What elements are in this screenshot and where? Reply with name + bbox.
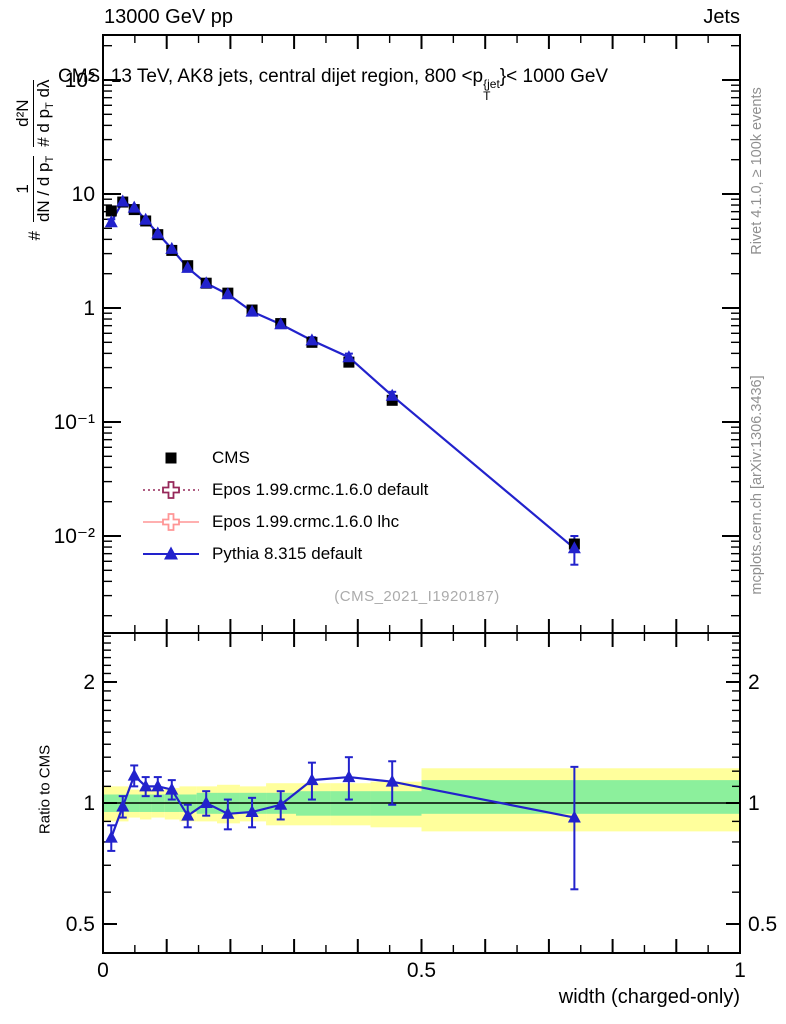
legend-label: Pythia 8.315 default [212, 544, 363, 563]
plot-title-post: }< 1000 GeV [499, 66, 609, 87]
legend-item-cms: CMS [142, 442, 428, 474]
pythia-triangle-icon [143, 546, 199, 560]
svg-text:1: 1 [83, 297, 95, 320]
svg-text:10⁻¹: 10⁻¹ [54, 411, 95, 434]
svg-text:1: 1 [83, 792, 95, 815]
ylabel-frac2-den: # d pT dλ [34, 79, 57, 147]
mcplots-attribution-note: mcplots.cern.ch [arXiv:1306.3436] [749, 375, 765, 595]
svg-text:0.5: 0.5 [748, 913, 777, 936]
plot-title-text: CMS, 13 TeV, AK8 jets, central dijet reg… [58, 66, 484, 87]
main-y-axis-label: # 1 dN / d pT d²N # d pT dλ [3, 10, 67, 310]
ylabel-frac1-num: 1 [12, 184, 32, 194]
axes-and-frames [102, 34, 741, 954]
legend-label: Epos 1.99.crmc.1.6.0 default [212, 480, 429, 499]
svg-text:10: 10 [72, 183, 95, 206]
ylabel-fraction-2: d²N # d pT dλ [12, 79, 57, 147]
process-label: Jets [703, 6, 740, 28]
svg-text:0.5: 0.5 [407, 959, 436, 982]
svg-text:1: 1 [748, 792, 760, 815]
svg-text:10⁻²: 10⁻² [54, 525, 95, 548]
cms-square-icon [165, 452, 177, 464]
ylabel-fraction-1: 1 dN / d pT [12, 155, 57, 223]
svg-text:0.5: 0.5 [66, 913, 95, 936]
ratio-y-axis-label: Ratio to CMS [36, 744, 54, 835]
svg-text:1: 1 [734, 959, 746, 982]
x-axis-label: width (charged-only) [558, 986, 740, 1008]
plot-title-supsub: {jet T [483, 78, 500, 102]
beam-energy-label: 13000 GeV pp [104, 6, 233, 28]
legend: CMS Epos 1.99.crmc.1.6.0 default Epos 1.… [142, 442, 428, 570]
epos-lhc-cross-icon [143, 513, 199, 531]
analysis-id-watermark: (CMS_2021_I1920187) [334, 588, 500, 605]
epos-default-cross-icon [143, 481, 199, 499]
legend-item-epos-lhc: Epos 1.99.crmc.1.6.0 lhc [142, 506, 428, 538]
plot-title-sup: {jet [483, 77, 500, 91]
svg-text:10²: 10² [65, 69, 95, 92]
legend-item-pythia: Pythia 8.315 default [142, 538, 428, 570]
ratio-panel-data [104, 756, 581, 891]
main-panel-data [104, 194, 581, 566]
svg-text:2: 2 [83, 671, 95, 694]
rivet-version-note: Rivet 4.1.0, ≥ 100k events [749, 87, 765, 255]
legend-label: Epos 1.99.crmc.1.6.0 lhc [212, 512, 400, 531]
ylabel-hash: # [25, 231, 44, 241]
svg-text:0: 0 [97, 959, 109, 982]
ylabel-frac2-num: d²N [12, 99, 32, 127]
plot-title: CMS, 13 TeV, AK8 jets, central dijet reg… [58, 66, 608, 102]
ylabel-frac1-den: dN / d pT [34, 155, 57, 223]
ratio-uncertainty-bands [103, 768, 740, 832]
svg-text:2: 2 [748, 671, 760, 694]
legend-item-epos-default: Epos 1.99.crmc.1.6.0 default [142, 474, 428, 506]
legend-label: CMS [212, 448, 250, 467]
plot-title-sub: T [483, 89, 491, 103]
